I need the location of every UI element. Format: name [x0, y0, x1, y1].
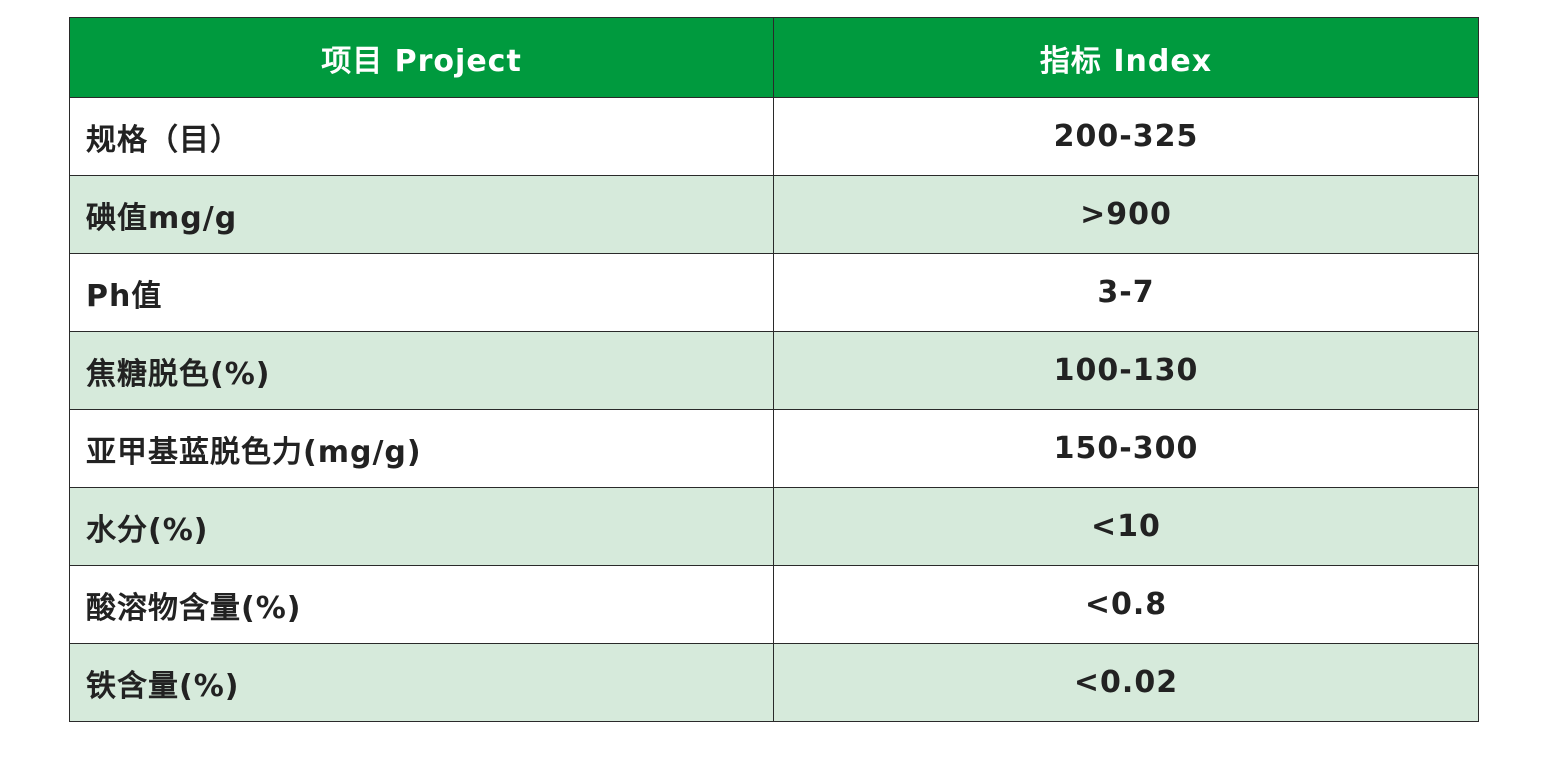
table-row: 酸溶物含量(%) <0.8 [69, 565, 1479, 644]
row-item: 焦糖脱色(%) [69, 331, 774, 410]
table-row: 焦糖脱色(%) 100-130 [69, 331, 1479, 410]
row-value: <0.02 [773, 643, 1479, 722]
row-item: 铁含量(%) [69, 643, 774, 722]
table-row: Ph值 3-7 [69, 253, 1479, 332]
table-row: 碘值mg/g >900 [69, 175, 1479, 254]
row-value: 200-325 [773, 97, 1479, 176]
row-value: <10 [773, 487, 1479, 566]
row-item: Ph值 [69, 253, 774, 332]
row-item: 规格（目） [69, 97, 774, 176]
row-item: 亚甲基蓝脱色力(mg/g) [69, 409, 774, 488]
table-header: 项目 Project 指标 Index [69, 17, 1479, 98]
table-row: 规格（目） 200-325 [69, 97, 1479, 176]
row-value: 150-300 [773, 409, 1479, 488]
row-value: 100-130 [773, 331, 1479, 410]
header-project: 项目 Project [69, 17, 774, 98]
row-value: <0.8 [773, 565, 1479, 644]
header-row: 项目 Project 指标 Index [69, 17, 1479, 98]
row-item: 水分(%) [69, 487, 774, 566]
row-item: 酸溶物含量(%) [69, 565, 774, 644]
table-row: 水分(%) <10 [69, 487, 1479, 566]
row-value: >900 [773, 175, 1479, 254]
table-row: 铁含量(%) <0.02 [69, 643, 1479, 722]
spec-table: 项目 Project 指标 Index 规格（目） 200-325 碘值mg/g… [69, 17, 1479, 722]
row-item: 碘值mg/g [69, 175, 774, 254]
row-value: 3-7 [773, 253, 1479, 332]
table-row: 亚甲基蓝脱色力(mg/g) 150-300 [69, 409, 1479, 488]
table-body: 规格（目） 200-325 碘值mg/g >900 Ph值 3-7 焦糖脱色(%… [69, 97, 1479, 722]
header-index: 指标 Index [773, 17, 1479, 98]
